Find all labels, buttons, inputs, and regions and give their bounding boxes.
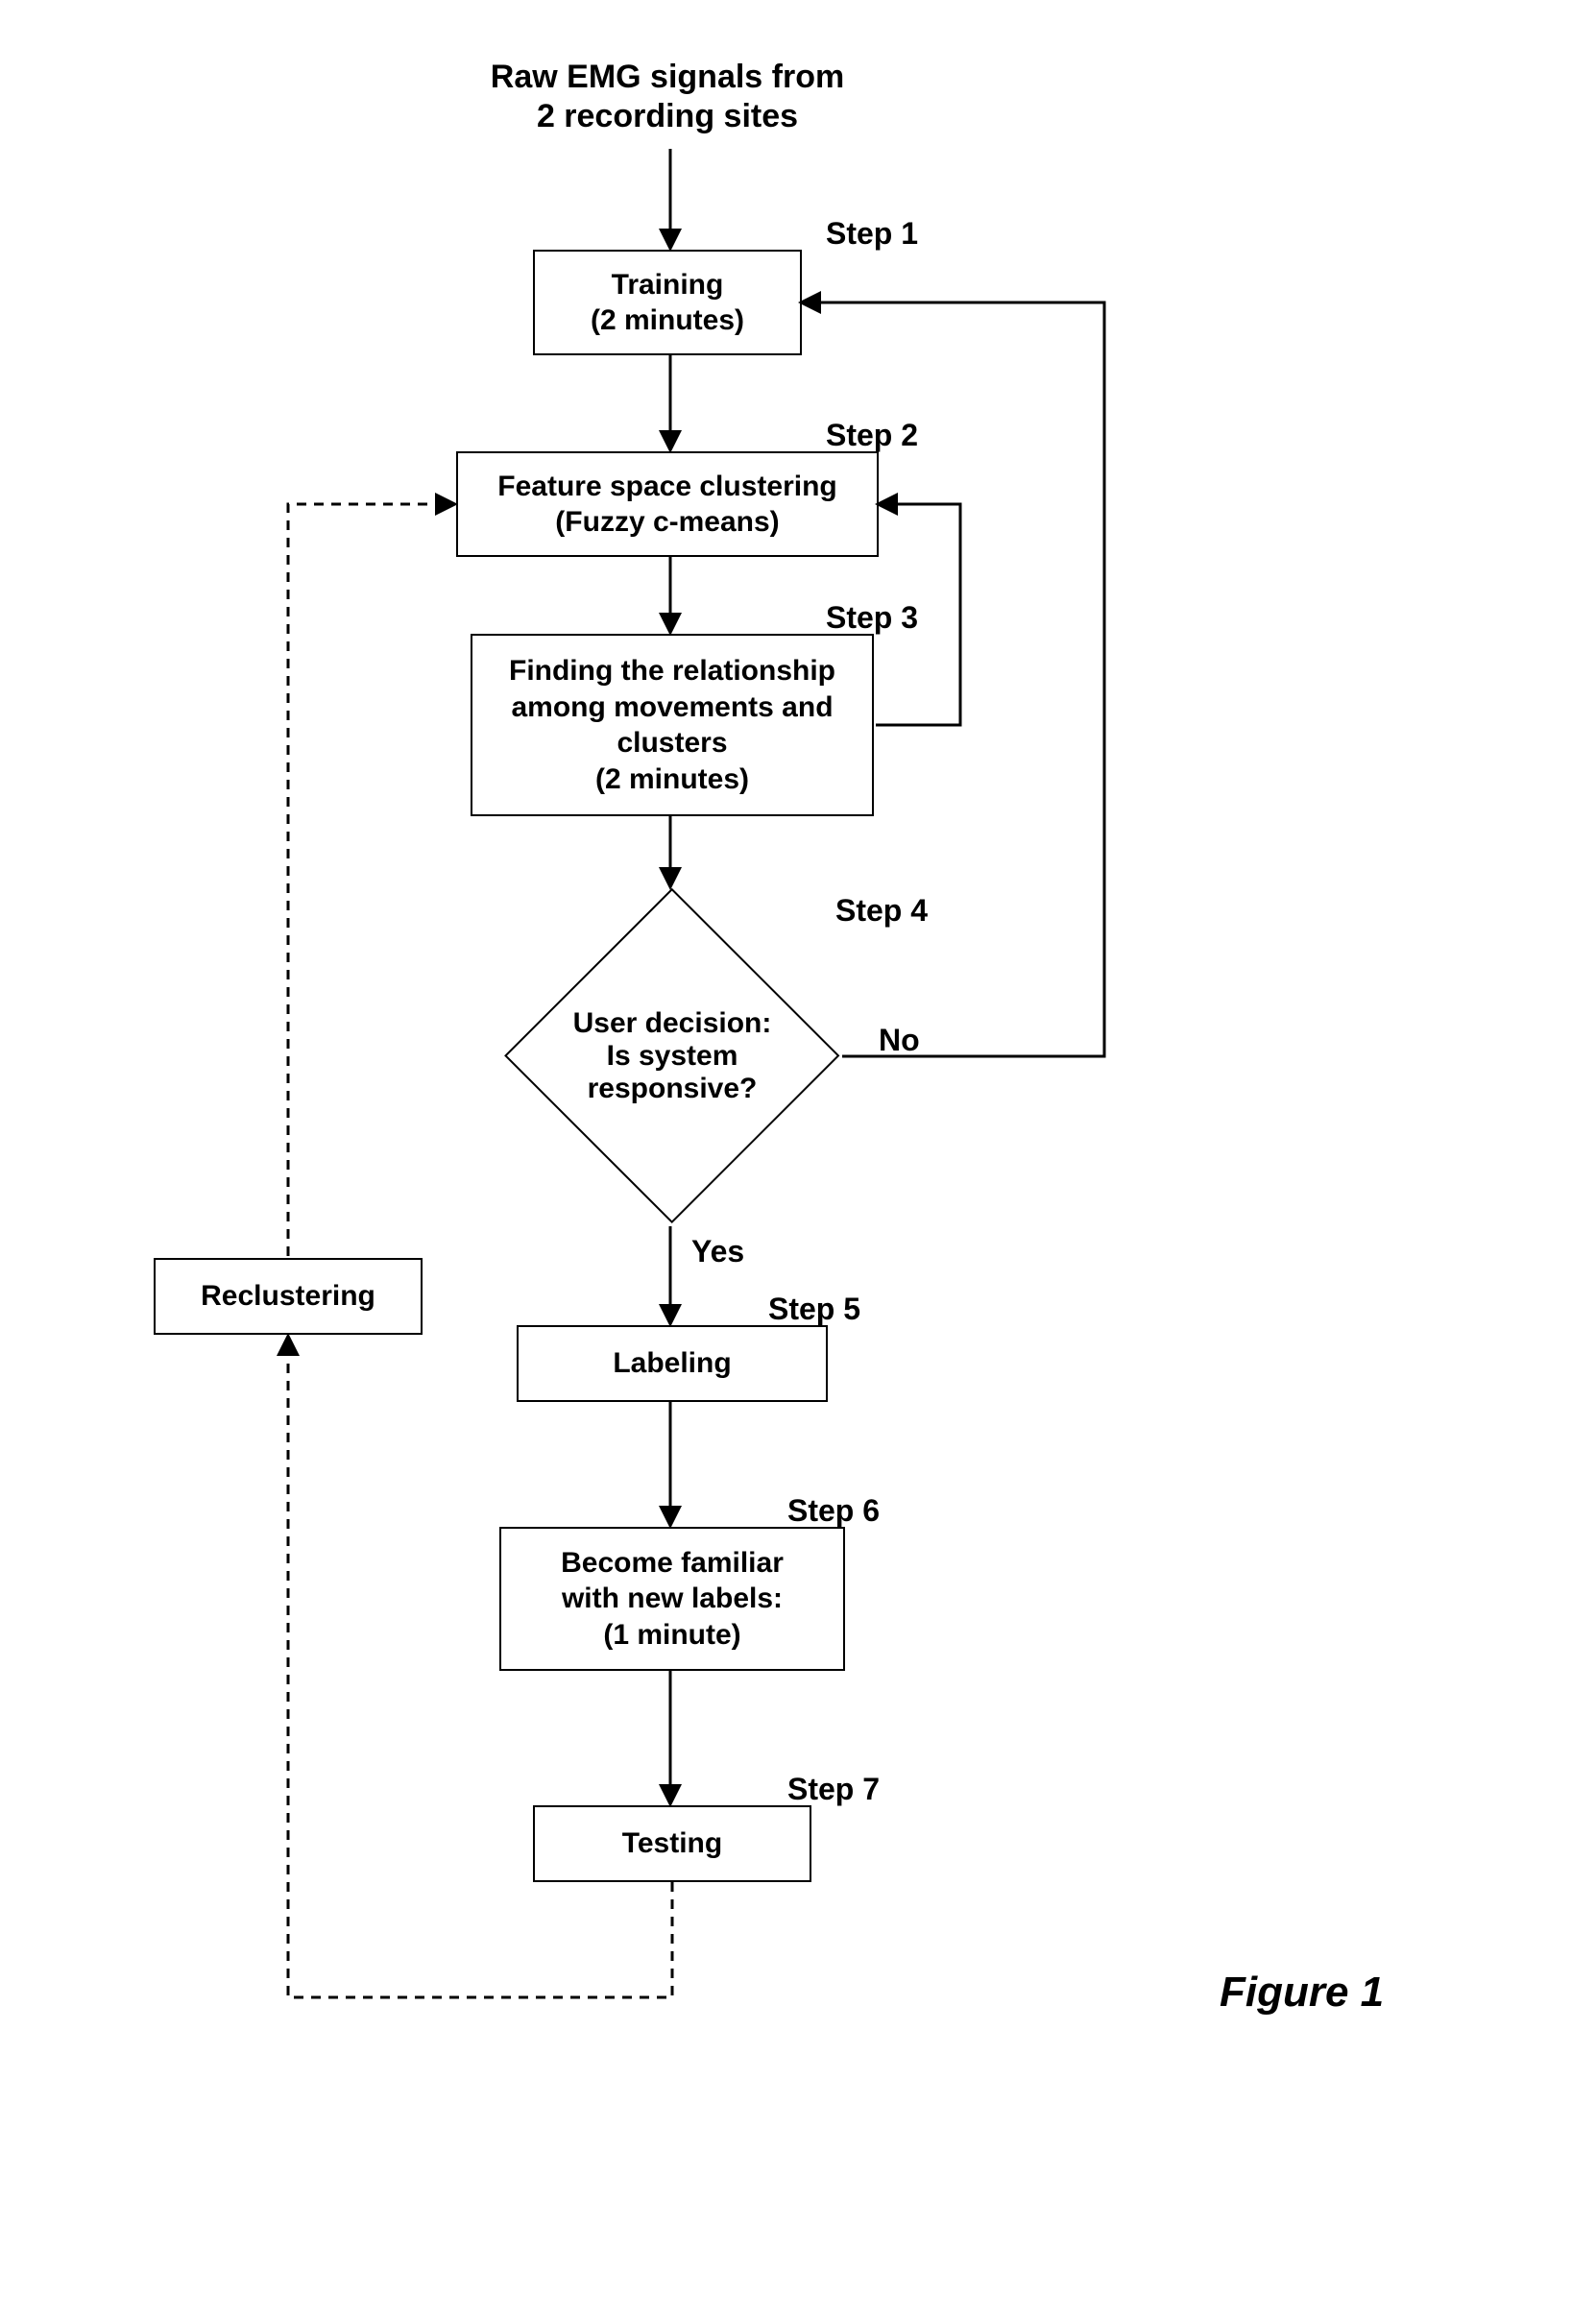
yes-label: Yes — [691, 1234, 744, 1269]
node-training: Training (2 minutes) — [533, 250, 802, 355]
step7-label: Step 7 — [787, 1772, 880, 1807]
node-relationship: Finding the relationship among movements… — [471, 634, 874, 816]
input-label-line2: 2 recording sites — [537, 98, 798, 134]
node-training-l1: Training — [612, 267, 724, 303]
node-clustering-l1: Feature space clustering — [497, 469, 836, 505]
step2-label: Step 2 — [826, 418, 918, 453]
node-relationship-l4: (2 minutes) — [595, 761, 749, 798]
node-familiar-l2: with new labels: — [562, 1581, 783, 1617]
node-clustering-l2: (Fuzzy c-means) — [555, 504, 779, 541]
node-familiar-l3: (1 minute) — [603, 1617, 740, 1654]
node-testing-l1: Testing — [622, 1825, 722, 1862]
node-decision-l1: User decision: — [573, 1007, 772, 1040]
edge-re-n2 — [288, 504, 454, 1256]
figure-label: Figure 1 — [1220, 1969, 1384, 2017]
step6-label: Step 6 — [787, 1493, 880, 1529]
node-testing: Testing — [533, 1805, 811, 1882]
node-decision-text: User decision: Is system responsive? — [504, 888, 840, 1224]
step5-label: Step 5 — [768, 1292, 860, 1327]
input-label-line1: Raw EMG signals from — [491, 59, 844, 95]
node-reclustering: Reclustering — [154, 1258, 423, 1335]
step4-label: Step 4 — [835, 893, 928, 929]
node-labeling-l1: Labeling — [613, 1345, 731, 1382]
node-labeling: Labeling — [517, 1325, 828, 1402]
node-familiar: Become familiar with new labels: (1 minu… — [499, 1527, 845, 1671]
node-relationship-l2: among movements and — [511, 689, 833, 726]
node-decision-l3: responsive? — [588, 1073, 758, 1105]
no-label: No — [879, 1023, 920, 1058]
input-label: Raw EMG signals from 2 recording sites — [461, 58, 874, 136]
node-clustering: Feature space clustering (Fuzzy c-means) — [456, 451, 879, 557]
step1-label: Step 1 — [826, 216, 918, 252]
node-reclustering-l1: Reclustering — [201, 1278, 375, 1315]
node-familiar-l1: Become familiar — [561, 1545, 784, 1582]
step3-label: Step 3 — [826, 600, 918, 636]
node-relationship-l3: clusters — [617, 725, 727, 761]
node-relationship-l1: Finding the relationship — [509, 653, 835, 689]
node-decision-l2: Is system — [607, 1040, 738, 1073]
node-decision: User decision: Is system responsive? — [504, 888, 840, 1224]
node-training-l2: (2 minutes) — [591, 302, 744, 339]
